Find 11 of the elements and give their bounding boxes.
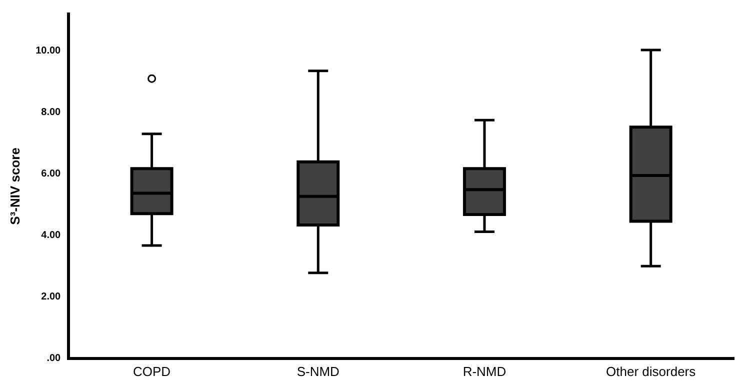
x-tick-label: R-NMD bbox=[462, 364, 506, 379]
y-tick-label: 8.00 bbox=[41, 107, 62, 118]
x-tick-label: COPD bbox=[133, 364, 171, 379]
y-tick-label: 2.00 bbox=[41, 292, 62, 303]
y-tick-label: 10.00 bbox=[36, 46, 62, 57]
y-tick-label: .00 bbox=[46, 353, 62, 364]
x-tick-label: Other disorders bbox=[606, 364, 696, 379]
y-tick-label: 6.00 bbox=[41, 168, 62, 180]
y-axis-title: S³-NIV score bbox=[7, 148, 22, 225]
x-tick-label: S-NMD bbox=[296, 364, 340, 379]
y-tick-label: 4.00 bbox=[41, 230, 62, 242]
